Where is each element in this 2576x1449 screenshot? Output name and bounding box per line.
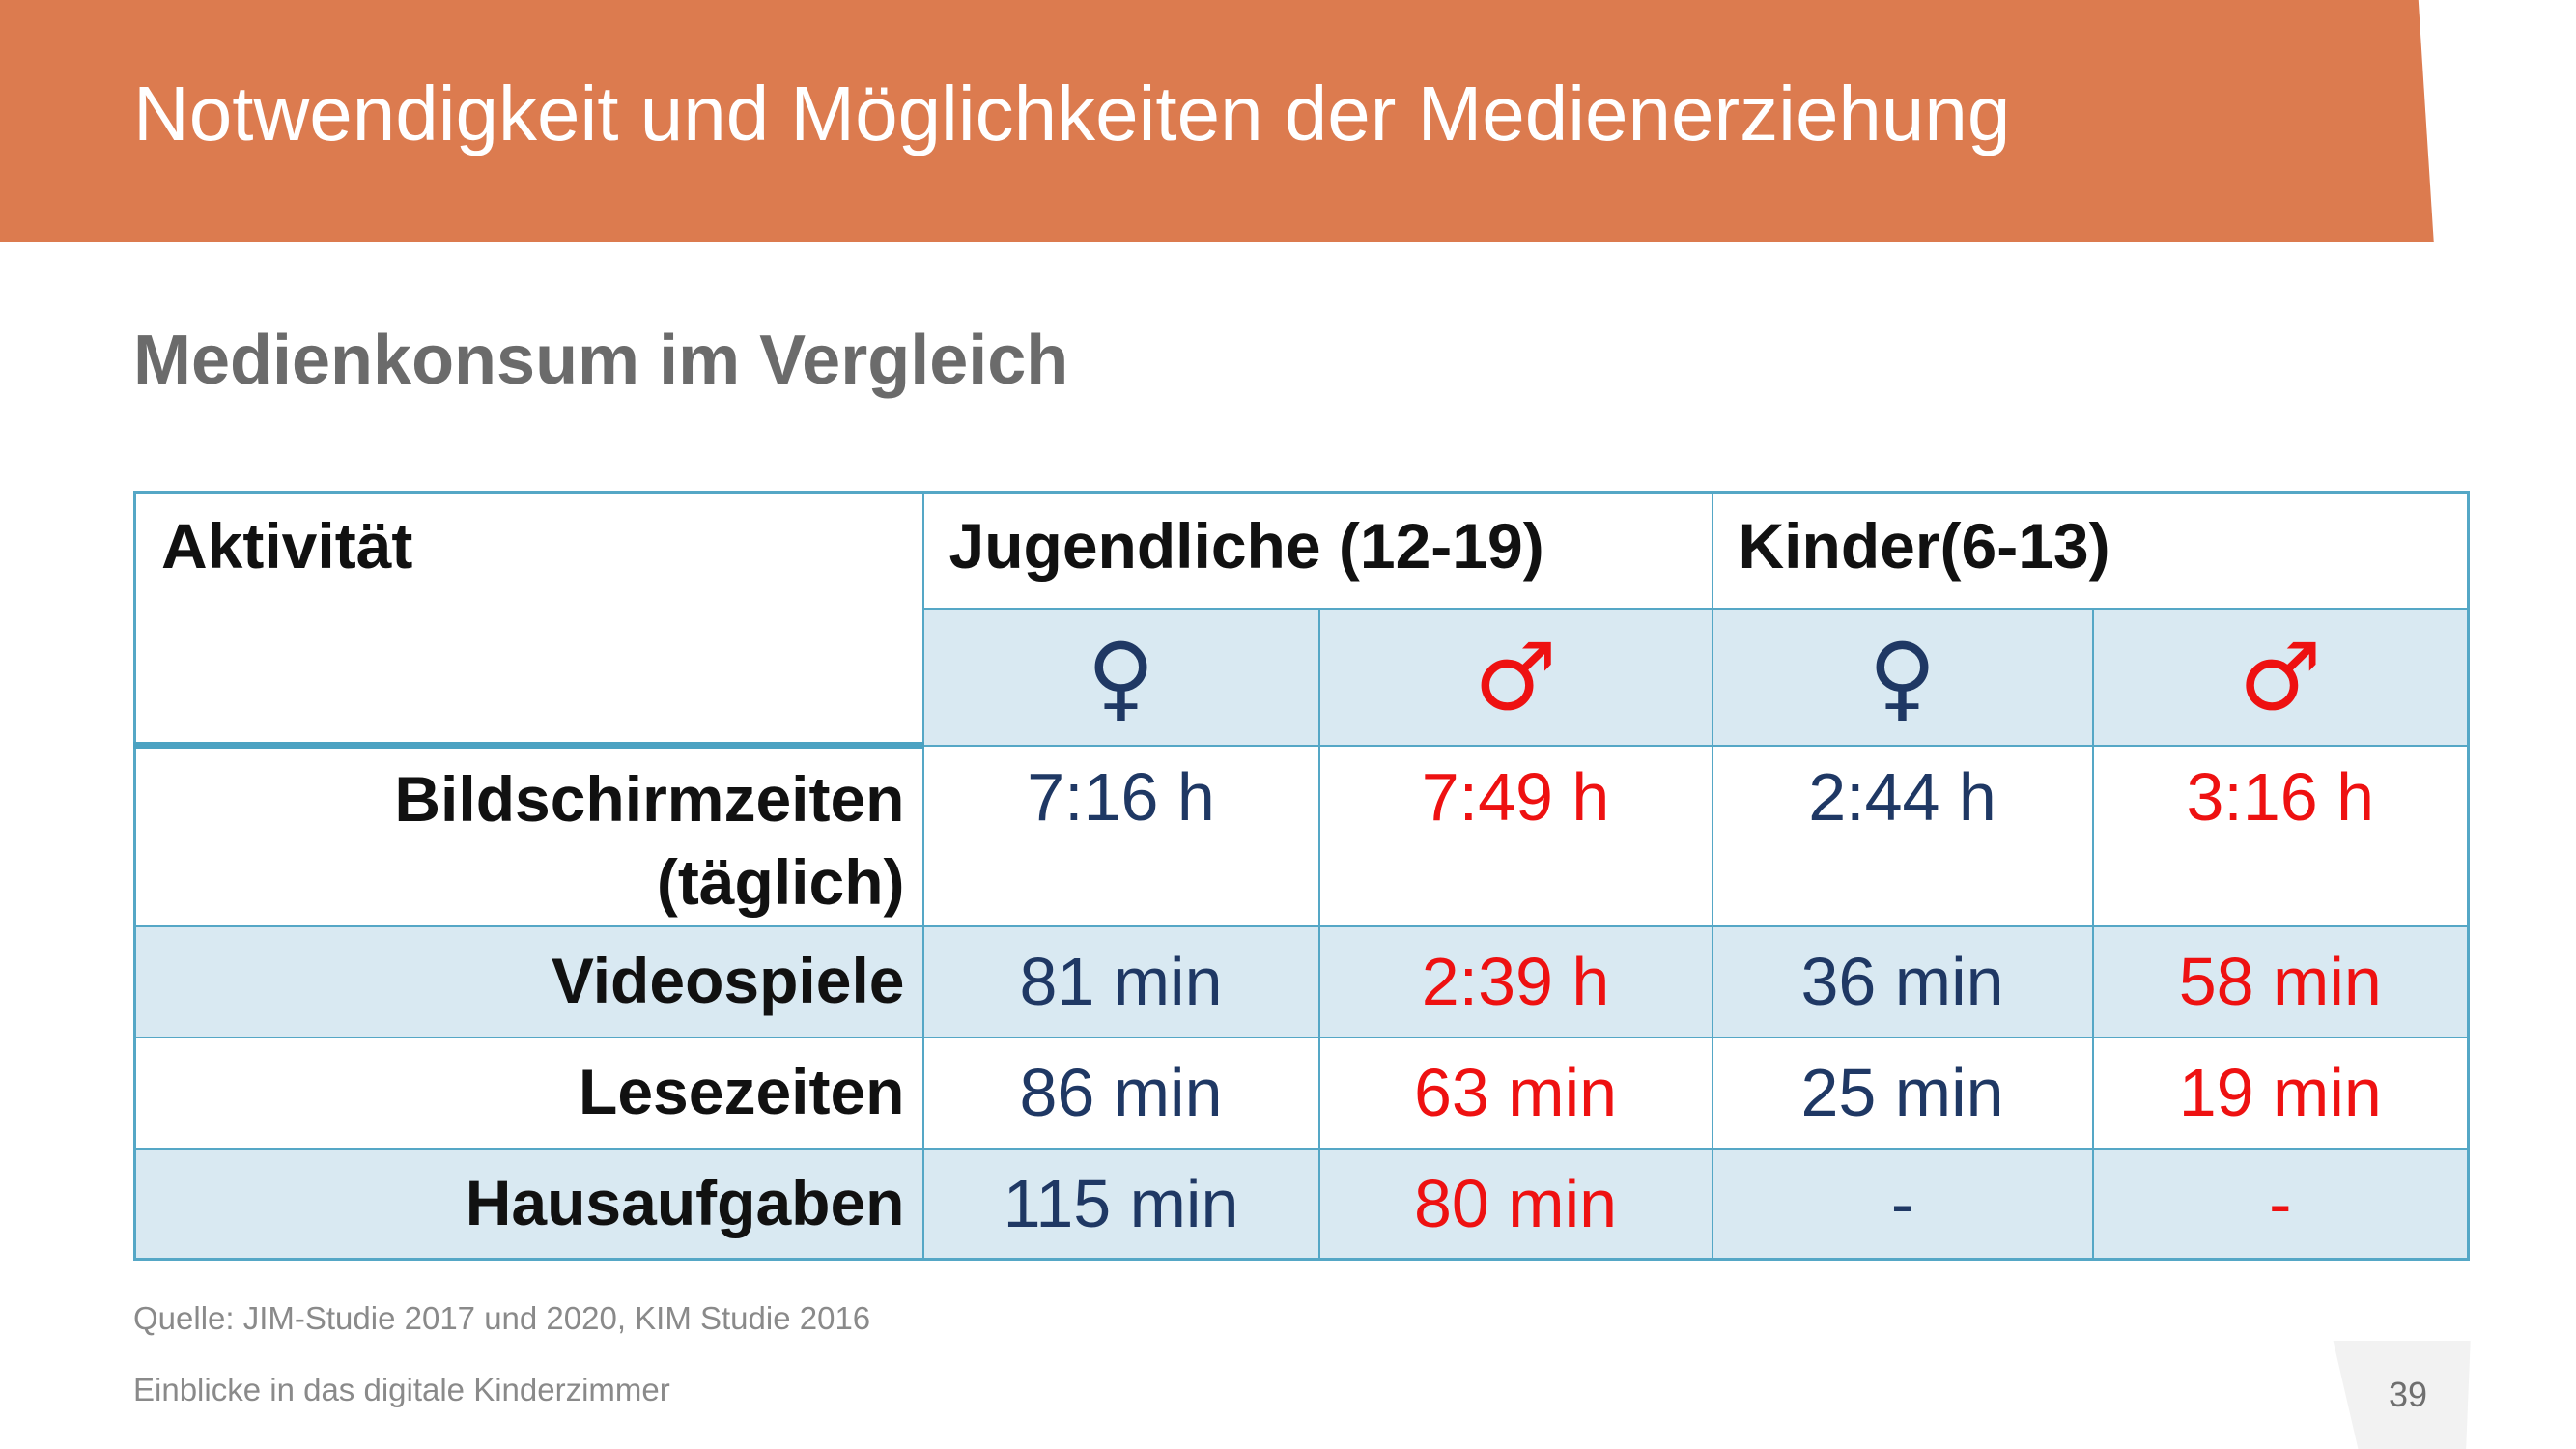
cell-value: - bbox=[2091, 1147, 2470, 1261]
row-label-bildschirmzeiten: Bildschirmzeiten (täglich) bbox=[133, 744, 924, 927]
slide-title: Notwendigkeit und Möglichkeiten der Medi… bbox=[133, 71, 2011, 156]
row-label-hausaufgaben: Hausaufgaben bbox=[133, 1147, 924, 1261]
female-icon: ♀ bbox=[1711, 607, 2094, 747]
cell-value: - bbox=[1711, 1147, 2094, 1261]
table-row: Hausaufgaben 115 min 80 min - - bbox=[133, 1147, 2470, 1261]
male-icon: ♂ bbox=[2091, 607, 2470, 747]
title-banner: Notwendigkeit und Möglichkeiten der Medi… bbox=[0, 0, 2434, 242]
female-icon: ♀ bbox=[921, 607, 1320, 747]
cell-value: 7:16 h bbox=[921, 744, 1320, 927]
page-number-badge: 39 bbox=[2333, 1341, 2471, 1449]
row-label-lesezeiten: Lesezeiten bbox=[133, 1036, 924, 1150]
media-consumption-table: Aktivität Jugendliche (12-19) Kinder(6-1… bbox=[133, 491, 2471, 1262]
source-note: Quelle: JIM-Studie 2017 und 2020, KIM St… bbox=[133, 1300, 871, 1336]
slide-subtitle: Medienkonsum im Vergleich bbox=[133, 322, 1069, 399]
page-number: 39 bbox=[2388, 1375, 2428, 1414]
cell-value: 80 min bbox=[1317, 1147, 1713, 1261]
row-label-videospiele: Videospiele bbox=[133, 924, 924, 1038]
activity-header-cell: Aktivität bbox=[133, 491, 924, 749]
cell-value: 58 min bbox=[2091, 924, 2470, 1038]
cell-value: 86 min bbox=[921, 1036, 1320, 1150]
footer-note: Einblicke in das digitale Kinderzimmer bbox=[133, 1372, 670, 1407]
cell-value: 36 min bbox=[1711, 924, 2094, 1038]
table-header-row: Aktivität Jugendliche (12-19) Kinder(6-1… bbox=[133, 491, 2470, 749]
cell-value: 63 min bbox=[1317, 1036, 1713, 1150]
group-header-jugendliche: Jugendliche (12-19) bbox=[921, 491, 1713, 610]
cell-value: 25 min bbox=[1711, 1036, 2094, 1150]
cell-value: 19 min bbox=[2091, 1036, 2470, 1150]
male-icon: ♂ bbox=[1317, 607, 1713, 747]
gender-symbol-row: ♀ ♂ ♀ ♂ bbox=[135, 607, 2470, 747]
row-label-line2: (täglich) bbox=[656, 845, 905, 918]
row-label-line1: Bildschirmzeiten bbox=[394, 763, 905, 835]
cell-value: 2:39 h bbox=[1317, 924, 1713, 1038]
table-row: Lesezeiten 86 min 63 min 25 min 19 min bbox=[133, 1036, 2470, 1150]
cell-value: 81 min bbox=[921, 924, 1320, 1038]
cell-value: 115 min bbox=[921, 1147, 1320, 1261]
cell-value: 2:44 h bbox=[1711, 744, 2094, 927]
cell-value: 7:49 h bbox=[1317, 744, 1713, 927]
group-header-kinder: Kinder(6-13) bbox=[1711, 491, 2470, 610]
table-row: Bildschirmzeiten (täglich) 7:16 h 7:49 h… bbox=[133, 744, 2470, 927]
cell-value: 3:16 h bbox=[2091, 744, 2470, 927]
table-row: Videospiele 81 min 2:39 h 36 min 58 min bbox=[133, 924, 2470, 1038]
